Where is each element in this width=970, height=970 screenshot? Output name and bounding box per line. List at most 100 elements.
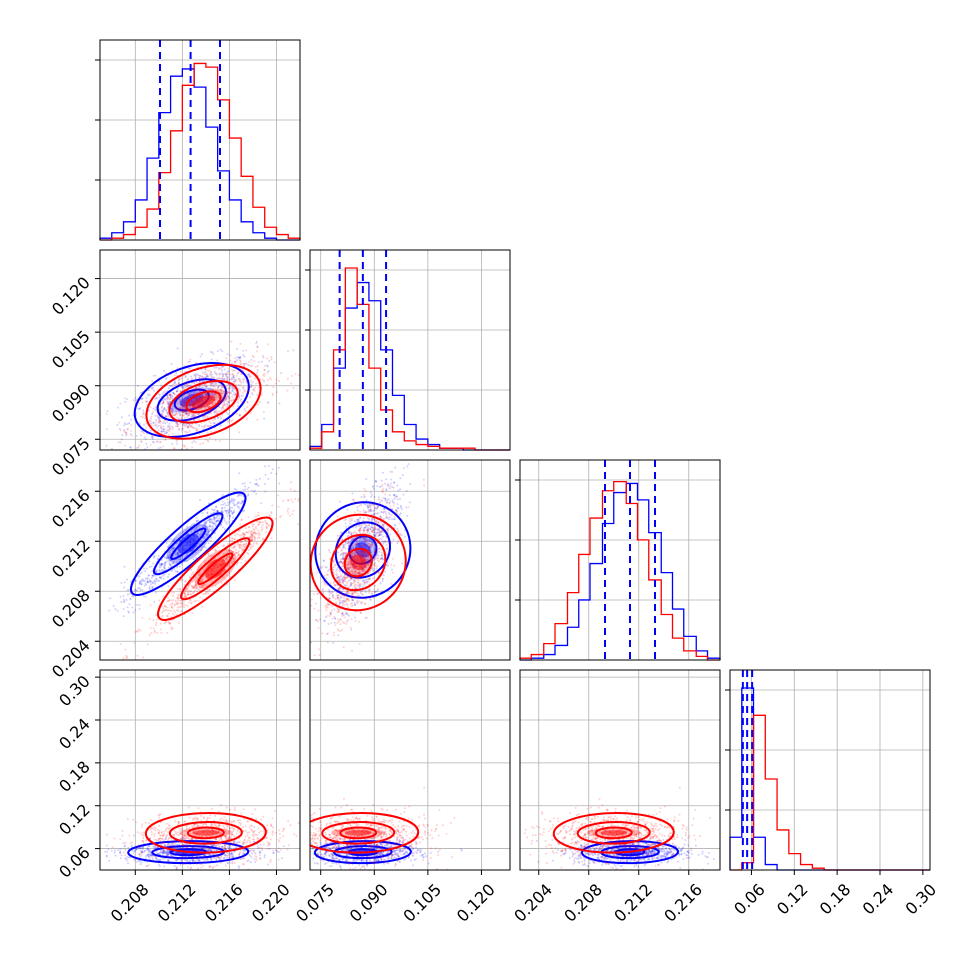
scatter-point <box>357 579 360 582</box>
scatter-point <box>204 524 207 527</box>
scatter-point <box>322 588 325 591</box>
scatter-point <box>378 538 381 541</box>
scatter-point <box>154 433 157 436</box>
scatter-point <box>243 556 246 559</box>
scatter-point <box>350 533 353 536</box>
scatter-point <box>196 589 199 592</box>
scatter-point <box>328 590 331 593</box>
scatter-point <box>225 357 228 360</box>
scatter-point <box>317 620 320 623</box>
scatter-point <box>294 497 297 500</box>
scatter-point <box>395 509 398 512</box>
scatter-point <box>186 397 189 400</box>
scatter-point <box>149 443 152 446</box>
scatter-point <box>130 424 133 427</box>
scatter-point <box>391 508 394 511</box>
scatter-point <box>357 520 360 523</box>
scatter-point <box>392 538 395 541</box>
scatter-point <box>357 518 360 521</box>
scatter-point <box>329 611 332 614</box>
scatter-point <box>150 576 153 579</box>
scatter-point <box>374 480 377 483</box>
scatter-point <box>347 568 350 571</box>
scatter-point <box>367 580 370 583</box>
scatter-point <box>210 382 213 385</box>
scatter-point <box>168 612 171 615</box>
scatter-point <box>338 500 341 503</box>
scatter-point <box>216 509 219 512</box>
scatter-point <box>222 390 225 393</box>
scatter-point <box>256 393 259 396</box>
scatter-point <box>262 373 265 376</box>
scatter-point <box>351 545 354 548</box>
scatter-point <box>225 402 228 405</box>
scatter-point <box>326 573 329 576</box>
scatter-point <box>123 586 126 589</box>
scatter-point <box>244 543 247 546</box>
scatter-point <box>212 376 215 379</box>
scatter-point <box>363 540 366 543</box>
scatter-point <box>191 417 194 420</box>
scatter-point <box>237 408 240 411</box>
scatter-point <box>376 528 379 531</box>
scatter-point <box>375 571 378 574</box>
scatter-point <box>190 585 193 588</box>
scatter-point <box>231 540 234 543</box>
scatter-point <box>132 611 135 614</box>
scatter-point <box>233 377 236 380</box>
scatter-point <box>381 579 384 582</box>
scatter-point <box>179 557 182 560</box>
scatter-point <box>408 501 411 504</box>
scatter-point <box>232 388 235 391</box>
scatter-point <box>162 427 165 430</box>
scatter-point <box>286 389 289 392</box>
scatter-point <box>351 570 354 573</box>
scatter-point <box>191 377 194 380</box>
scatter-point <box>342 614 345 617</box>
scatter-point <box>383 507 386 510</box>
scatter-point <box>179 599 182 602</box>
scatter-point <box>257 511 260 514</box>
scatter-point <box>341 578 344 581</box>
scatter-point <box>322 591 325 594</box>
scatter-point <box>153 451 155 453</box>
scatter-point <box>199 580 202 583</box>
scatter-point <box>203 393 206 396</box>
scatter-point <box>226 379 229 382</box>
scatter-point <box>183 591 186 594</box>
scatter-point <box>236 398 239 401</box>
scatter-point <box>174 414 177 417</box>
scatter-point <box>220 368 223 371</box>
scatter-point <box>255 482 258 485</box>
scatter-point <box>361 536 364 539</box>
scatter-point <box>373 513 376 516</box>
scatter-point <box>204 367 207 370</box>
scatter-point <box>323 583 326 586</box>
scatter-point <box>231 411 234 414</box>
scatter-point <box>337 575 340 578</box>
scatter-point <box>194 587 197 590</box>
scatter-point <box>164 378 167 381</box>
scatter-point <box>260 502 263 505</box>
scatter-point <box>179 390 182 393</box>
scatter-point <box>294 372 297 375</box>
scatter-point <box>339 601 342 604</box>
scatter-point <box>147 389 150 392</box>
scatter-point <box>132 399 135 402</box>
scatter-point <box>370 543 373 546</box>
scatter-point <box>209 528 212 531</box>
scatter-point <box>195 599 198 602</box>
scatter-point <box>369 508 372 511</box>
scatter-point <box>167 424 170 427</box>
scatter-point <box>250 539 253 542</box>
scatter-point <box>179 610 182 613</box>
scatter-point <box>197 565 200 568</box>
scatter-point <box>135 399 138 402</box>
scatter-point <box>240 518 243 521</box>
scatter-point <box>206 369 209 372</box>
scatter-point <box>140 583 143 586</box>
scatter-point <box>239 370 242 373</box>
scatter-point <box>350 548 353 551</box>
scatter-point <box>215 397 218 400</box>
scatter-point <box>175 410 178 413</box>
